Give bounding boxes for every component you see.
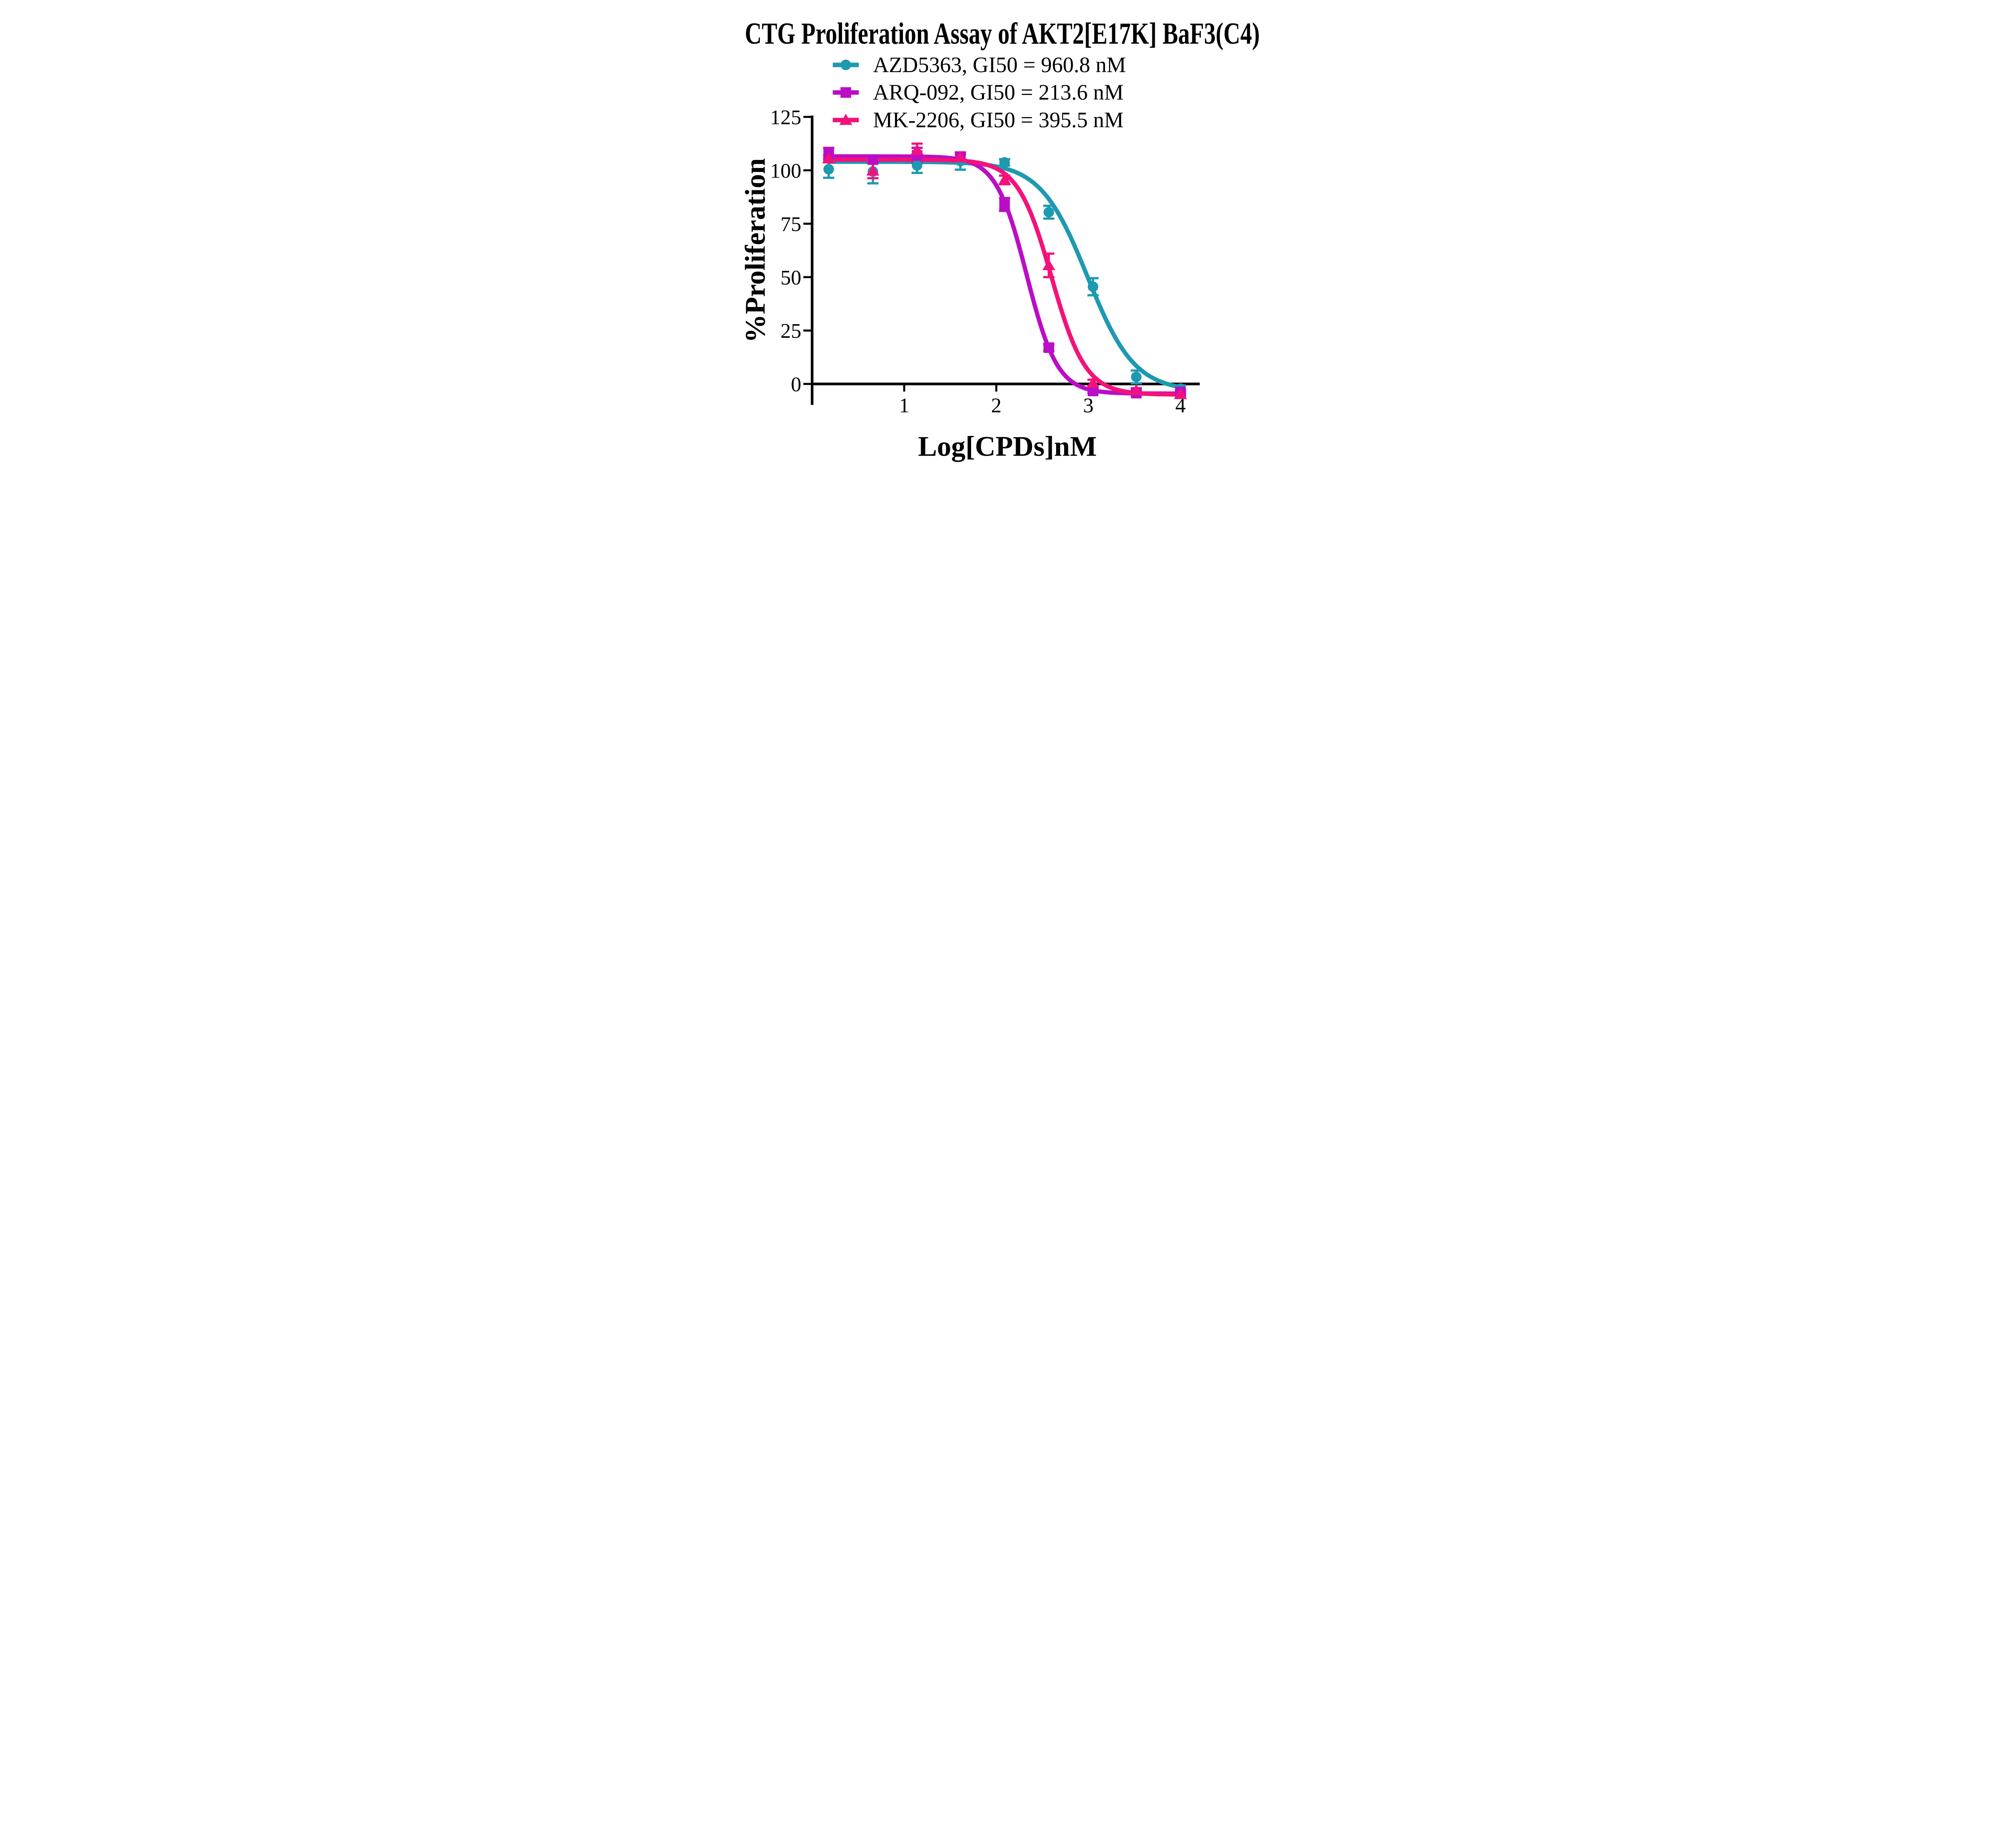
marker-triangle-mk-2206 — [998, 174, 1011, 185]
marker-triangle-mk-2206 — [1042, 259, 1055, 270]
legend-label: ARQ-092, GI50 = 213.6 nM — [873, 80, 1123, 105]
points-mk-2206 — [822, 143, 1187, 399]
marker-square-arq-092 — [999, 199, 1010, 210]
marker-triangle-mk-2206 — [1129, 384, 1143, 395]
marker-square-arq-092 — [1043, 342, 1054, 353]
legend-item-mk-2206: MK-2206, GI50 = 395.5 nM — [832, 107, 1123, 132]
dose-response-chart: 0 25 50 75 100 125 1 2 3 4 AZD5363, GI50 = 960.8 n… — [721, 0, 1283, 469]
y-tick-label: 125 — [770, 106, 801, 129]
legend-marker-circle — [840, 59, 851, 71]
y-tick-label: 75 — [780, 213, 801, 236]
legend-marker-triangle — [839, 114, 853, 125]
chart-title: CTG Proliferation Assay of AKT2[E17K] Ba… — [745, 17, 1260, 50]
x-axis-title: Log[CPDs]nM — [918, 431, 1097, 462]
data-points — [822, 143, 1187, 399]
marker-circle-azd5363 — [823, 164, 834, 175]
marker-circle-azd5363 — [999, 157, 1010, 168]
chart-background — [721, 0, 1283, 469]
marker-triangle-mk-2206 — [1086, 376, 1100, 388]
legend-item-arq-092: ARQ-092, GI50 = 213.6 nM — [832, 80, 1123, 105]
x-tick-label: 2 — [991, 394, 1002, 417]
x-tick-label: 1 — [899, 394, 909, 417]
marker-triangle-mk-2206 — [866, 164, 879, 176]
y-axis-title: %Proliferation — [740, 158, 771, 343]
marker-triangle-mk-2206 — [911, 143, 924, 155]
legend-label: AZD5363, GI50 = 960.8 nM — [873, 52, 1126, 77]
points-azd5363 — [823, 155, 1186, 394]
y-tick-label: 100 — [770, 159, 801, 182]
legend-label: MK-2206, GI50 = 395.5 nM — [873, 107, 1123, 132]
curve-azd5363 — [826, 159, 1183, 389]
marker-square-arq-092 — [867, 154, 879, 165]
marker-triangle-mk-2206 — [1174, 388, 1187, 399]
marker-triangle-mk-2206 — [822, 152, 835, 163]
y-tick-label: 0 — [791, 373, 801, 396]
curve-mk-2206 — [826, 157, 1183, 397]
y-tick-label: 25 — [780, 320, 801, 343]
marker-triangle-mk-2206 — [954, 151, 967, 163]
legend: AZD5363, GI50 = 960.8 nM ARQ-092, GI50 = … — [832, 52, 1126, 132]
marker-circle-azd5363 — [1131, 371, 1142, 382]
legend-item-azd5363: AZD5363, GI50 = 960.8 nM — [832, 52, 1126, 77]
legend-marker-square — [840, 87, 851, 98]
marker-circle-azd5363 — [1043, 207, 1054, 218]
y-tick-label: 50 — [780, 266, 801, 289]
marker-circle-azd5363 — [1087, 281, 1099, 292]
x-tick-label: 3 — [1083, 394, 1094, 417]
marker-circle-azd5363 — [911, 160, 923, 171]
